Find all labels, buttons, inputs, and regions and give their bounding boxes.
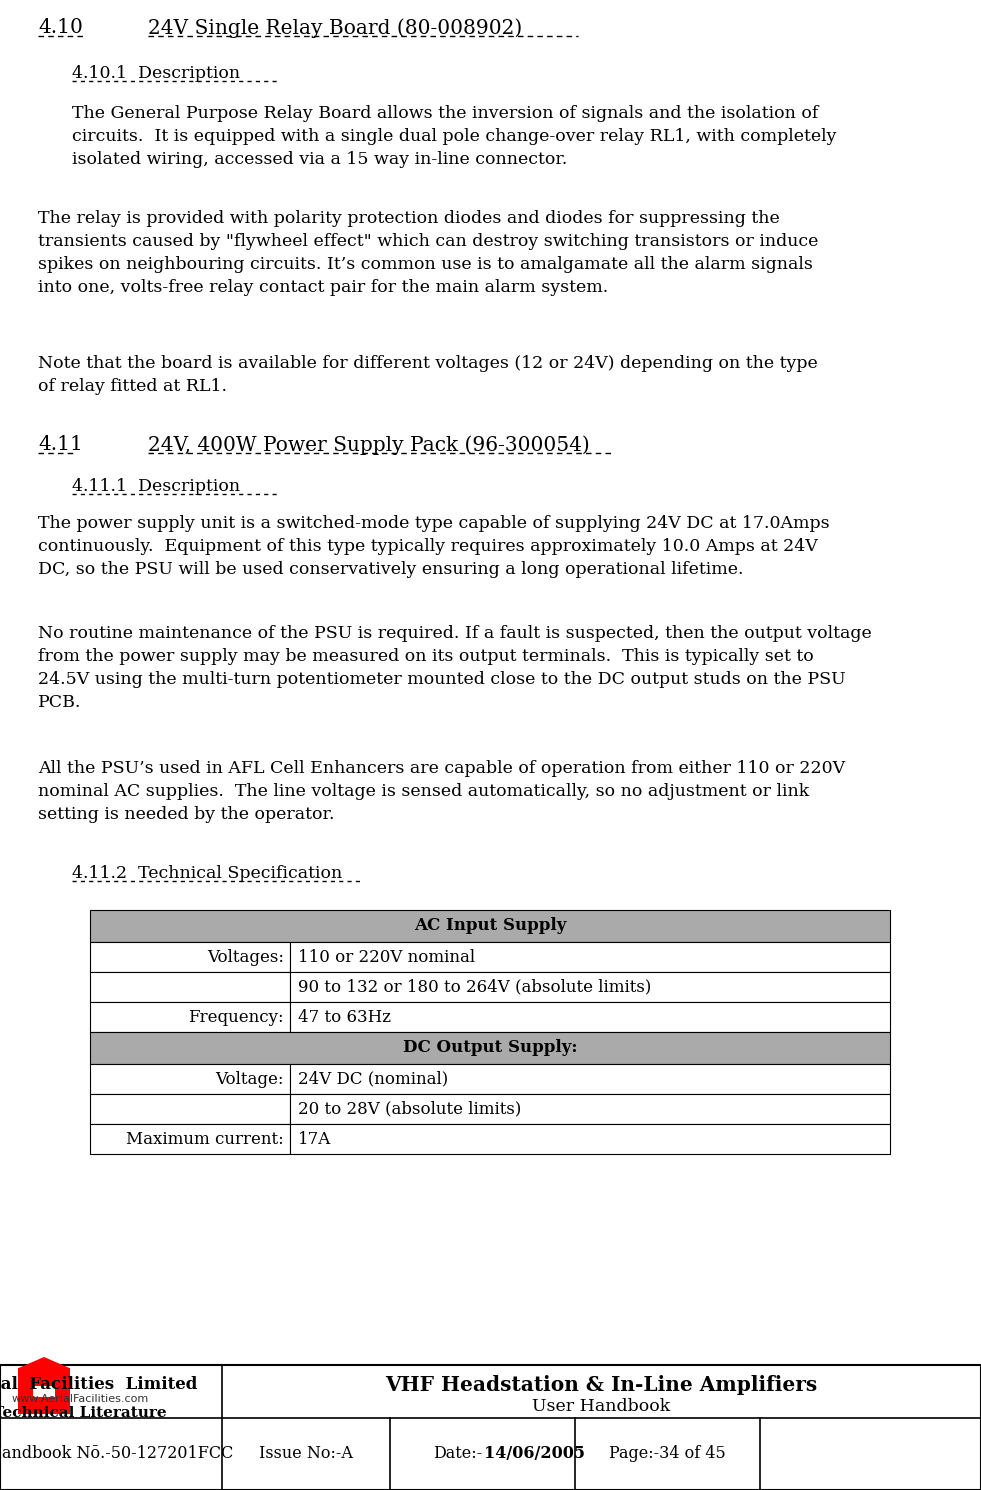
- Bar: [18, 1369, 32, 1414]
- Bar: [90, 942, 290, 971]
- Text: Page:-34 of 45: Page:-34 of 45: [609, 1445, 726, 1463]
- Bar: [0, 1365, 981, 1490]
- Text: DC Output Supply:: DC Output Supply:: [403, 1040, 577, 1056]
- Text: 24V DC (nominal): 24V DC (nominal): [298, 1070, 448, 1088]
- Text: Handbook Nō.-50-127201FCC: Handbook Nō.-50-127201FCC: [0, 1445, 233, 1463]
- Text: Date:-: Date:-: [434, 1445, 483, 1463]
- Bar: [90, 1033, 890, 1064]
- Bar: [290, 1064, 890, 1094]
- Bar: [90, 910, 890, 942]
- Text: 110 or 220V nominal: 110 or 220V nominal: [298, 949, 475, 966]
- Text: Maximum current:: Maximum current:: [127, 1131, 284, 1147]
- Text: 17A: 17A: [298, 1131, 332, 1147]
- Bar: [90, 1123, 290, 1153]
- Text: 47 to 63Hz: 47 to 63Hz: [298, 1009, 391, 1025]
- Bar: [290, 1001, 890, 1033]
- Text: 14/06/2005: 14/06/2005: [485, 1445, 586, 1463]
- Bar: [290, 1123, 890, 1153]
- Text: 4.11.2  Technical Specification: 4.11.2 Technical Specification: [72, 866, 342, 882]
- Text: Issue No:-A: Issue No:-A: [259, 1445, 353, 1463]
- Bar: [56, 1369, 70, 1414]
- Bar: [290, 942, 890, 971]
- Text: Voltages:: Voltages:: [207, 949, 284, 966]
- Bar: [90, 1001, 290, 1033]
- Text: AC Input Supply: AC Input Supply: [414, 918, 566, 934]
- Text: User Handbook: User Handbook: [533, 1398, 671, 1416]
- Bar: [90, 971, 290, 1001]
- Text: 4.10.1  Description: 4.10.1 Description: [72, 66, 240, 82]
- Text: Frequency:: Frequency:: [188, 1009, 284, 1025]
- Text: The relay is provided with polarity protection diodes and diodes for suppressing: The relay is provided with polarity prot…: [38, 210, 818, 295]
- Bar: [32, 1369, 56, 1386]
- Text: Technical Literature: Technical Literature: [0, 1407, 167, 1420]
- Text: Aerial  Facilities  Limited: Aerial Facilities Limited: [0, 1375, 198, 1393]
- Text: VHF Headstation & In-Line Amplifiers: VHF Headstation & In-Line Amplifiers: [386, 1375, 817, 1395]
- Bar: [290, 971, 890, 1001]
- Bar: [90, 1094, 290, 1123]
- Text: 90 to 132 or 180 to 264V (absolute limits): 90 to 132 or 180 to 264V (absolute limit…: [298, 979, 651, 995]
- Text: The power supply unit is a switched-mode type capable of supplying 24V DC at 17.: The power supply unit is a switched-mode…: [38, 516, 830, 578]
- Text: 24V Single Relay Board (80-008902): 24V Single Relay Board (80-008902): [148, 18, 522, 37]
- Text: All the PSU’s used in AFL Cell Enhancers are capable of operation from either 11: All the PSU’s used in AFL Cell Enhancers…: [38, 760, 845, 822]
- Text: Note that the board is available for different voltages (12 or 24V) depending on: Note that the board is available for dif…: [38, 355, 818, 395]
- Bar: [290, 1094, 890, 1123]
- Text: 4.11.1  Description: 4.11.1 Description: [72, 478, 240, 495]
- Text: 4.11: 4.11: [38, 435, 82, 454]
- Text: Voltage:: Voltage:: [216, 1070, 284, 1088]
- Text: The General Purpose Relay Board allows the inversion of signals and the isolatio: The General Purpose Relay Board allows t…: [72, 104, 837, 168]
- Text: 4.10: 4.10: [38, 18, 82, 37]
- Bar: [32, 1398, 56, 1414]
- Text: 20 to 28V (absolute limits): 20 to 28V (absolute limits): [298, 1101, 521, 1118]
- Polygon shape: [18, 1357, 70, 1369]
- Text: No routine maintenance of the PSU is required. If a fault is suspected, then the: No routine maintenance of the PSU is req…: [38, 624, 872, 711]
- Bar: [32, 1386, 56, 1398]
- Text: www.AerialFacilities.com: www.AerialFacilities.com: [12, 1395, 149, 1404]
- Text: 24V, 400W Power Supply Pack (96-300054): 24V, 400W Power Supply Pack (96-300054): [148, 435, 590, 454]
- Bar: [90, 1064, 290, 1094]
